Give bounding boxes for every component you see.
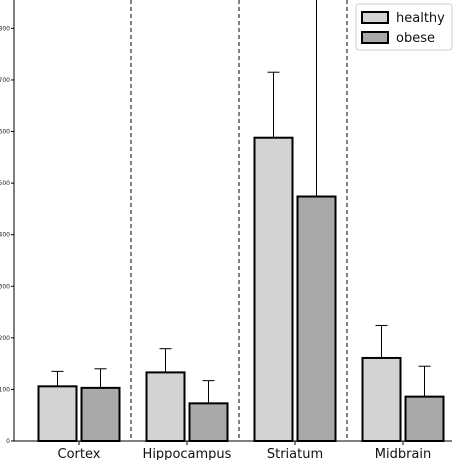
y-tick-label-800: 800	[0, 25, 10, 32]
bars	[37, 136, 445, 443]
bar-cortex-obese	[80, 386, 121, 443]
y-tick-label-300: 300	[0, 283, 10, 290]
error-bar-cortex-obese	[94, 368, 107, 388]
x-tick-label-midbrain: Midbrain	[375, 447, 432, 460]
x-tick-label-striatum: Striatum	[267, 447, 323, 460]
error-bar-striatum-obese	[316, 0, 317, 197]
error-bar-midbrain-healthy	[375, 324, 388, 358]
legend: healthy obese	[355, 3, 453, 51]
y-tick-label-700: 700	[0, 77, 10, 84]
error-bar-striatum-healthy	[267, 71, 280, 138]
bar-cortex-healthy	[37, 385, 78, 443]
error-bar-cortex-healthy	[51, 370, 64, 387]
y-tick-label-600: 600	[0, 129, 10, 136]
error-bar-midbrain-obese	[418, 365, 431, 397]
y-tick-label-500: 500	[0, 180, 10, 187]
group-separators	[130, 0, 348, 441]
bar-hippocampus-obese	[188, 402, 229, 443]
bar-midbrain-healthy	[361, 356, 402, 442]
error-bar-hippocampus-healthy	[159, 348, 172, 373]
y-tick-label-200: 200	[0, 335, 10, 342]
legend-swatch-healthy	[361, 11, 389, 24]
y-tick-label-100: 100	[0, 386, 10, 393]
bar-hippocampus-healthy	[145, 371, 186, 442]
error-bars	[51, 0, 431, 404]
y-tick-label-400: 400	[0, 232, 10, 239]
bar-striatum-obese	[296, 195, 337, 442]
legend-swatch-obese	[361, 31, 389, 44]
bar-midbrain-obese	[404, 395, 445, 443]
error-bar-hippocampus-obese	[202, 380, 215, 404]
x-tick-label-cortex: Cortex	[58, 447, 101, 460]
x-tick-label-hippocampus: Hippocampus	[143, 447, 232, 460]
y-tick-label-0: 0	[6, 438, 10, 445]
bar-striatum-healthy	[253, 136, 294, 442]
legend-label-healthy: healthy	[396, 11, 445, 26]
legend-label-obese: obese	[396, 31, 435, 46]
